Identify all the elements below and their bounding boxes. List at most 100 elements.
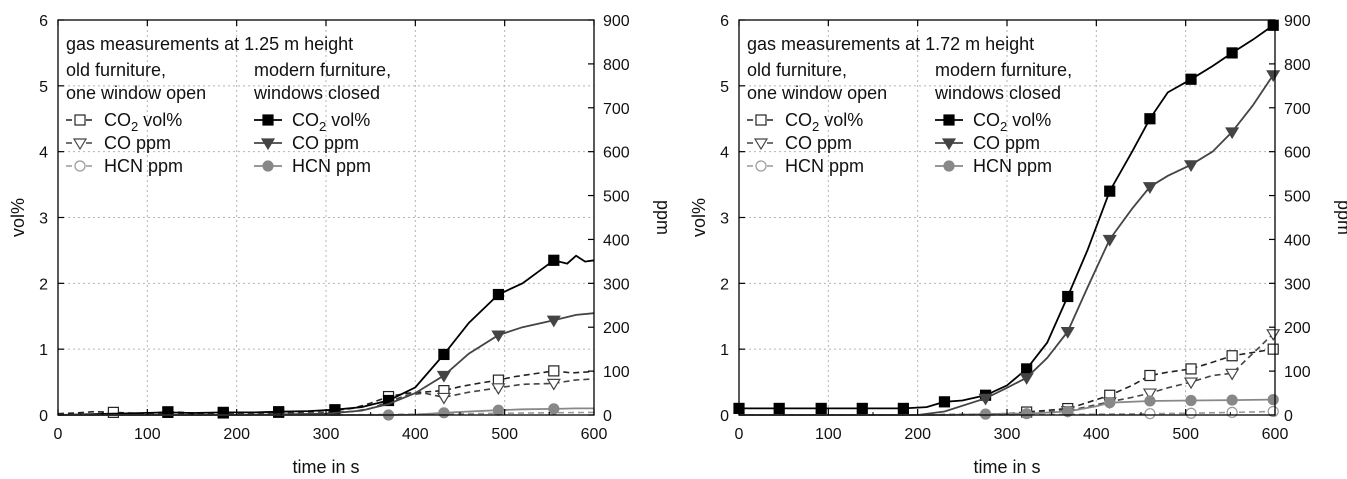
- data-point-marker: [1226, 47, 1238, 59]
- legend-marker: [941, 138, 957, 151]
- data-point-marker: [1267, 394, 1279, 406]
- y-right-tick-label: 500: [603, 189, 630, 206]
- legend-group-heading: modern furniture,: [254, 60, 391, 80]
- data-point-marker: [1102, 234, 1117, 247]
- legend-entry-label: HCN ppm: [104, 156, 183, 176]
- series-line: [57, 254, 595, 416]
- data-point-marker: [1267, 405, 1279, 418]
- y-right-tick-label: 600: [1284, 145, 1311, 162]
- y-left-tick-label: 1: [720, 342, 729, 359]
- x-axis-label: time in s: [292, 457, 359, 477]
- legend: gas measurements at 1.72 m height old fur…: [747, 34, 1072, 176]
- data-point-marker: [1226, 394, 1238, 406]
- y-left-tick-label: 3: [39, 211, 48, 228]
- legend-text-part: HCN ppm: [104, 156, 183, 176]
- y-left-tick-label: 0: [720, 408, 729, 425]
- legend-text-part: CO: [292, 110, 319, 130]
- data-point-marker: [1185, 394, 1197, 407]
- legend-entry-label: CO ppm: [785, 133, 852, 153]
- data-point-marker: [546, 315, 561, 328]
- legend-group-heading: windows closed: [934, 83, 1061, 103]
- data-point-marker: [382, 394, 395, 407]
- data-point-marker: [1226, 350, 1238, 362]
- data-point-marker: [491, 383, 506, 395]
- legend-text-part: HCN ppm: [785, 156, 864, 176]
- legend-marker: [72, 138, 88, 151]
- data-point-marker: [1144, 395, 1156, 407]
- legend-text-part: CO: [104, 110, 131, 130]
- legend-text-part: HCN ppm: [973, 156, 1052, 176]
- data-point-marker: [107, 406, 119, 418]
- legend-subscript: 2: [131, 119, 138, 134]
- y-left-tick-label: 4: [720, 145, 729, 162]
- legend-entry-label: CO ppm: [973, 133, 1040, 153]
- data-point-marker: [1185, 407, 1197, 419]
- series-co-ppm: [58, 312, 595, 416]
- data-point-marker: [436, 370, 451, 383]
- data-point-marker: [1142, 388, 1157, 401]
- legend-subscript: 2: [1000, 119, 1007, 134]
- x-tick-label: 0: [54, 426, 63, 443]
- data-point-marker: [1021, 363, 1033, 375]
- data-point-marker: [491, 330, 506, 343]
- data-point-marker: [438, 407, 450, 419]
- legend-text-part: CO ppm: [785, 133, 852, 153]
- data-point-marker: [1267, 19, 1279, 31]
- series-line: [57, 370, 595, 415]
- data-point-marker: [938, 396, 951, 408]
- y-right-tick-label: 700: [1284, 101, 1311, 118]
- data-point-marker: [1021, 408, 1033, 420]
- x-tick-label: 400: [402, 426, 429, 443]
- x-tick-label: 300: [313, 426, 340, 443]
- data-point-marker: [1185, 73, 1197, 85]
- data-point-marker: [1225, 127, 1240, 140]
- data-point-marker: [1062, 290, 1074, 303]
- x-tick-label: 100: [815, 426, 842, 443]
- data-point-marker: [492, 288, 505, 301]
- legend-entry-label: CO ppm: [292, 133, 359, 153]
- data-point-marker: [492, 404, 505, 416]
- data-point-marker: [1226, 406, 1238, 418]
- legend-entry-label: CO2 vol%: [785, 110, 863, 134]
- data-point-marker: [1104, 185, 1116, 197]
- data-point-marker: [273, 406, 285, 418]
- legend-marker: [755, 160, 767, 172]
- data-point-marker: [1142, 182, 1157, 194]
- gridlines: [58, 20, 594, 415]
- y-left-tick-label: 5: [720, 79, 729, 96]
- legend-group-heading: old furniture,: [66, 60, 166, 80]
- data-point-marker: [1060, 327, 1075, 339]
- data-point-marker: [815, 402, 827, 415]
- data-point-marker: [162, 406, 174, 418]
- chart-panel-right: 0 100 200 300 400 500 600012345601002003004005…: [689, 13, 1347, 477]
- data-point-marker: [1019, 373, 1034, 385]
- legend-entry-label: CO2 vol%: [973, 110, 1051, 134]
- data-point-marker: [773, 402, 785, 415]
- x-tick-label: 300: [994, 426, 1021, 443]
- gridlines: [739, 20, 1275, 415]
- legend: gas measurements at 1.25 m height old fur…: [66, 34, 391, 176]
- x-tick-label: 400: [1083, 426, 1110, 443]
- legend-marker: [262, 160, 274, 172]
- legend-marker: [755, 114, 767, 126]
- legend-group-heading: windows closed: [253, 83, 380, 103]
- x-tick-label: 600: [581, 426, 608, 443]
- x-tick-label: 200: [904, 426, 931, 443]
- legend-marker: [74, 160, 86, 172]
- chart-title: gas measurements at 1.72 m height: [747, 34, 1034, 54]
- data-point-marker: [1225, 368, 1240, 381]
- series-line: [58, 312, 595, 416]
- legend-text-part: CO: [973, 110, 1000, 130]
- legend-text-part: vol%: [326, 110, 370, 130]
- legend-marker: [260, 138, 276, 151]
- y-right-tick-label: 500: [1284, 189, 1311, 206]
- y-left-tick-label: 6: [39, 13, 48, 30]
- legend-entry-label: HCN ppm: [292, 156, 371, 176]
- y-right-tick-label: 600: [603, 145, 630, 162]
- legend-entry-label: CO2 vol%: [104, 110, 182, 134]
- data-point-marker: [436, 392, 451, 405]
- y-right-axis-label: ppm: [653, 200, 673, 235]
- data-point-marker: [546, 378, 561, 391]
- legend-entry-label: HCN ppm: [785, 156, 864, 176]
- series-hcn-ppm: [739, 394, 1279, 420]
